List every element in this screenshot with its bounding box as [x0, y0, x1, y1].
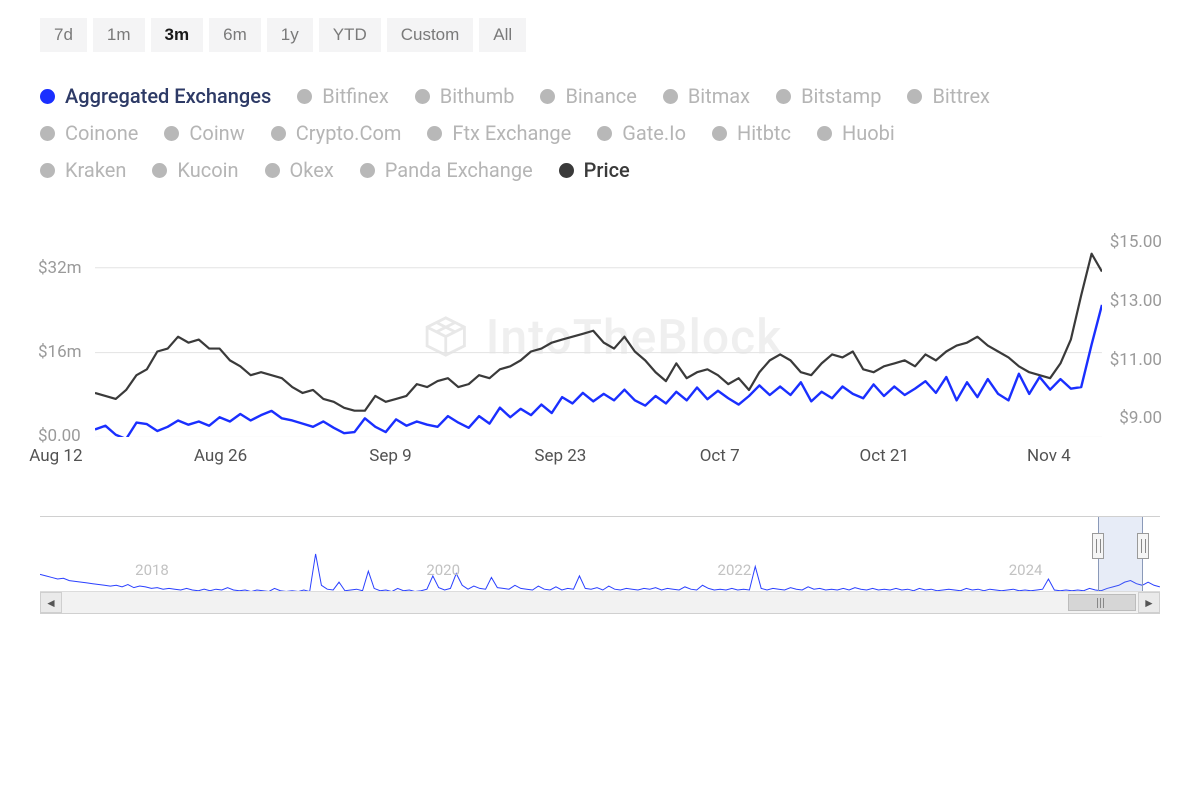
legend-item-bittrex[interactable]: Bittrex — [907, 80, 990, 112]
x-tick: Sep 23 — [534, 446, 586, 466]
y-right-tick: $9.00 — [1102, 408, 1162, 428]
x-tick: Oct 21 — [860, 446, 909, 466]
scroll-thumb[interactable] — [1068, 594, 1136, 611]
legend-label: Huobi — [842, 117, 895, 149]
x-tick: Aug 26 — [194, 446, 247, 466]
legend-item-bitfinex[interactable]: Bitfinex — [297, 80, 389, 112]
time-range-ytd[interactable]: YTD — [319, 18, 381, 52]
range-navigator: 2018 2020 2022 2024 ◄ ► — [40, 516, 1160, 614]
legend-item-panda-exchange[interactable]: Panda Exchange — [360, 154, 533, 186]
x-tick: Sep 9 — [369, 446, 411, 466]
y-left-tick: $16m — [38, 342, 98, 362]
y-left-tick: $32m — [38, 258, 98, 278]
time-range-1y[interactable]: 1y — [267, 18, 313, 52]
legend-item-coinw[interactable]: Coinw — [164, 117, 244, 149]
legend-label: Binance — [565, 80, 636, 112]
time-range-all[interactable]: All — [479, 18, 526, 52]
legend-label: Bittrex — [932, 80, 990, 112]
y-axis-right: $9.00$11.00$13.00$15.00 — [1102, 236, 1162, 476]
legend-item-price[interactable]: Price — [559, 154, 630, 186]
navigator-years: 2018 2020 2022 2024 — [40, 517, 1160, 589]
time-range-7d[interactable]: 7d — [40, 18, 87, 52]
legend-item-gate-io[interactable]: Gate.Io — [597, 117, 686, 149]
main-chart: IntoTheBlock $0.00$16m$32m $9.00$11.00$1… — [40, 236, 1160, 476]
y-left-tick: $0.00 — [38, 426, 98, 446]
legend-dot-icon — [817, 126, 832, 141]
legend-label: Bitmax — [688, 80, 750, 112]
legend-dot-icon — [907, 89, 922, 104]
chart-legend: Aggregated Exchanges Bitfinex Bithumb Binan… — [40, 80, 1000, 186]
legend-item-bitmax[interactable]: Bitmax — [663, 80, 750, 112]
navigator-year: 2024 — [1009, 561, 1043, 579]
legend-dot-icon — [164, 126, 179, 141]
x-tick: Aug 12 — [29, 446, 82, 466]
scroll-right-arrow[interactable]: ► — [1138, 592, 1160, 613]
legend-label: Bitstamp — [801, 80, 881, 112]
legend-dot-icon — [559, 163, 574, 178]
legend-label: Kraken — [65, 154, 126, 186]
y-right-tick: $15.00 — [1102, 232, 1162, 252]
legend-dot-icon — [427, 126, 442, 141]
time-range-custom[interactable]: Custom — [387, 18, 474, 52]
legend-item-aggregated-exchanges[interactable]: Aggregated Exchanges — [40, 80, 271, 112]
legend-label: Aggregated Exchanges — [65, 80, 271, 112]
time-range-3m[interactable]: 3m — [151, 18, 204, 52]
time-range-6m[interactable]: 6m — [209, 18, 261, 52]
y-right-tick: $11.00 — [1102, 350, 1162, 370]
legend-label: Price — [584, 154, 630, 186]
legend-dot-icon — [597, 126, 612, 141]
legend-label: Panda Exchange — [385, 154, 533, 186]
legend-dot-icon — [40, 126, 55, 141]
legend-dot-icon — [360, 163, 375, 178]
scroll-track[interactable] — [62, 592, 1138, 613]
legend-item-okex[interactable]: Okex — [265, 154, 334, 186]
chart-plot[interactable] — [95, 236, 1102, 437]
legend-item-hitbtc[interactable]: Hitbtc — [712, 117, 791, 149]
legend-label: Ftx Exchange — [452, 117, 571, 149]
legend-label: Bitfinex — [322, 80, 389, 112]
navigator-handle-right[interactable] — [1137, 533, 1149, 559]
legend-dot-icon — [297, 89, 312, 104]
legend-dot-icon — [265, 163, 280, 178]
x-axis: Aug 12Aug 26Sep 9Sep 23Oct 7Oct 21Nov 4 — [40, 446, 1102, 476]
legend-dot-icon — [40, 163, 55, 178]
navigator-year: 2020 — [426, 561, 460, 579]
time-range-1m[interactable]: 1m — [93, 18, 145, 52]
time-range-selector: 7d1m3m6m1yYTDCustomAll — [40, 18, 1160, 52]
y-right-tick: $13.00 — [1102, 291, 1162, 311]
legend-item-coinone[interactable]: Coinone — [40, 117, 138, 149]
legend-label: Gate.Io — [622, 117, 686, 149]
legend-dot-icon — [415, 89, 430, 104]
legend-dot-icon — [712, 126, 727, 141]
legend-label: Kucoin — [177, 154, 238, 186]
legend-dot-icon — [776, 89, 791, 104]
legend-item-kraken[interactable]: Kraken — [40, 154, 126, 186]
navigator-handle-left[interactable] — [1092, 533, 1104, 559]
legend-item-kucoin[interactable]: Kucoin — [152, 154, 238, 186]
legend-item-huobi[interactable]: Huobi — [817, 117, 895, 149]
scroll-left-arrow[interactable]: ◄ — [40, 592, 62, 613]
legend-dot-icon — [663, 89, 678, 104]
legend-label: Coinw — [189, 117, 244, 149]
legend-label: Okex — [290, 154, 334, 186]
legend-item-crypto-com[interactable]: Crypto.Com — [271, 117, 402, 149]
legend-label: Hitbtc — [737, 117, 791, 149]
legend-item-bithumb[interactable]: Bithumb — [415, 80, 515, 112]
legend-label: Coinone — [65, 117, 138, 149]
legend-dot-icon — [152, 163, 167, 178]
navigator-year: 2022 — [718, 561, 752, 579]
legend-dot-icon — [540, 89, 555, 104]
legend-dot-icon — [271, 126, 286, 141]
legend-label: Crypto.Com — [296, 117, 402, 149]
legend-item-bitstamp[interactable]: Bitstamp — [776, 80, 881, 112]
x-tick: Oct 7 — [700, 446, 740, 466]
legend-item-ftx-exchange[interactable]: Ftx Exchange — [427, 117, 571, 149]
legend-dot-icon — [40, 89, 55, 104]
navigator-scrollbar: ◄ ► — [40, 591, 1160, 613]
y-axis-left: $0.00 $16m $32m — [38, 236, 98, 476]
legend-label: Bithumb — [440, 80, 515, 112]
x-tick: Nov 4 — [1027, 446, 1071, 466]
legend-item-binance[interactable]: Binance — [540, 80, 636, 112]
navigator-year: 2018 — [135, 561, 169, 579]
